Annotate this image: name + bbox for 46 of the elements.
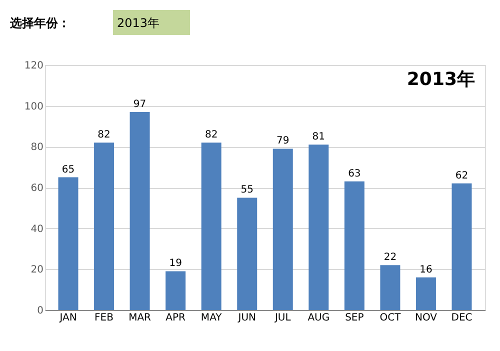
bar — [452, 183, 472, 310]
x-tick-label: DEC — [451, 312, 472, 324]
x-tick-label: APR — [166, 312, 186, 324]
data-label: 19 — [169, 258, 182, 270]
data-label: 63 — [348, 168, 361, 180]
data-label: 81 — [312, 132, 326, 143]
data-label: 82 — [204, 130, 218, 141]
y-tick-label: 20 — [30, 264, 44, 276]
bar — [272, 148, 293, 310]
y-tick-label: 60 — [30, 183, 44, 194]
bar — [166, 271, 186, 310]
bar — [201, 142, 222, 310]
y-tick-label: 120 — [24, 60, 44, 72]
text: 选择年份： — [9, 16, 70, 30]
x-tick-label: MAY — [200, 312, 223, 324]
data-label: 55 — [240, 184, 254, 196]
bar — [58, 177, 78, 310]
bar — [94, 142, 114, 310]
x-tick-label: SEP — [345, 312, 364, 324]
text: 2013年 — [117, 16, 160, 30]
chart-title: 2013年 — [406, 69, 475, 90]
data-label: 82 — [98, 130, 110, 141]
y-tick-label: 100 — [24, 101, 44, 112]
y-tick-label: 0 — [37, 306, 44, 316]
bar — [416, 277, 436, 310]
data-label: 22 — [384, 252, 397, 264]
data-label: 16 — [420, 264, 432, 276]
x-tick-label: MAR — [128, 312, 152, 324]
data-label: 79 — [276, 136, 290, 147]
x-tick-label: JAN — [58, 312, 77, 324]
x-tick-label: NOV — [414, 312, 438, 324]
y-tick-label: 80 — [30, 142, 44, 154]
x-tick-label: FEB — [94, 312, 114, 324]
data-label: 97 — [133, 98, 146, 110]
bar — [130, 112, 150, 310]
bar — [380, 265, 400, 310]
bar — [237, 198, 258, 310]
bar — [308, 144, 329, 310]
x-tick-label: AUG — [308, 312, 330, 324]
x-tick-label: JUL — [274, 312, 292, 324]
data-label: 62 — [455, 170, 468, 182]
y-tick-label: 40 — [30, 224, 44, 235]
data-label: 65 — [62, 164, 75, 176]
bar — [344, 181, 364, 310]
x-tick-label: OCT — [380, 312, 402, 324]
x-tick-label: JUN — [237, 312, 256, 324]
